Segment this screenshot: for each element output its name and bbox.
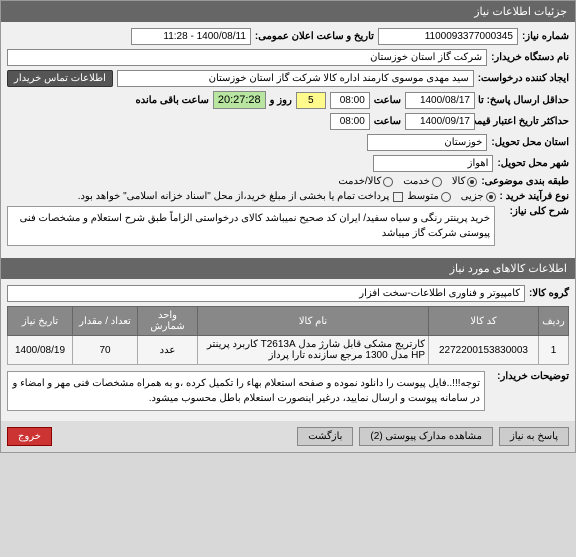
goods-table: ردیف کد کالا نام کالا واحد شمارش تعداد /… <box>7 306 569 365</box>
main-header: جزئیات اطلاعات نیاز <box>1 1 575 22</box>
form-area: شماره نیاز: 1100093377000345 تاریخ و ساع… <box>1 22 575 256</box>
header-title: جزئیات اطلاعات نیاز <box>474 6 567 18</box>
radio-minor-label: جزیی <box>461 191 484 202</box>
days-field: 5 <box>296 92 326 109</box>
th-qty: تعداد / مقدار <box>73 307 138 336</box>
radio-dot-both <box>383 177 393 187</box>
radio-dot-service <box>432 177 442 187</box>
row-requester: ایجاد کننده درخواست: سید مهدی موسوی کارم… <box>7 70 569 87</box>
row-buyer-notes: توضیحات خریدار: توجه!!!..فایل پیوست را د… <box>7 371 569 411</box>
buyer-org-label: نام دستگاه خریدار: <box>491 52 569 63</box>
requester-field: سید مهدی موسوی کارمند اداره کالا شرکت گا… <box>117 70 474 87</box>
valid-label: حداکثر تاریخ اعتبار قیمت: تا تاریخ: <box>479 116 569 127</box>
city-label: شهر محل تحویل: <box>497 158 569 169</box>
row-need-no: شماره نیاز: 1100093377000345 تاریخ و ساع… <box>7 28 569 45</box>
footer-buttons: پاسخ به نیاز مشاهده مدارک پیوستی (2) باز… <box>1 421 575 452</box>
hour-label-2: ساعت <box>374 116 401 127</box>
buyer-notes-label: توضیحات خریدار: <box>489 371 569 382</box>
need-no-label: شماره نیاز: <box>522 31 569 42</box>
row-buyer-org: نام دستگاه خریدار: شرکت گاز استان خوزستا… <box>7 49 569 66</box>
buyer-org-field: شرکت گاز استان خوزستان <box>7 49 487 66</box>
radio-dot-medium <box>441 192 451 202</box>
row-group: گروه کالا: کامپیوتر و فناوری اطلاعات-سخت… <box>7 285 569 302</box>
goods-section-header: اطلاعات کالاهای مورد نیاز <box>1 258 575 279</box>
attachments-button[interactable]: مشاهده مدارک پیوستی (2) <box>359 427 493 446</box>
radio-medium-label: متوسط <box>407 191 438 202</box>
row-city: شهر محل تحویل: اهواز <box>7 155 569 172</box>
valid-date-field: 1400/09/17 <box>405 113 475 130</box>
group-label: گروه کالا: <box>529 288 569 299</box>
td-unit: عدد <box>138 336 198 365</box>
contact-button[interactable]: اطلاعات تماس خریدار <box>7 70 113 87</box>
radio-service[interactable]: خدمت <box>403 176 442 187</box>
table-header-row: ردیف کد کالا نام کالا واحد شمارش تعداد /… <box>8 307 569 336</box>
hour-label-1: ساعت <box>374 95 401 106</box>
th-date: تاریخ نیاز <box>8 307 73 336</box>
goods-section-title: اطلاعات کالاهای مورد نیاز <box>450 263 567 275</box>
category-label: طبقه بندی موضوعی: <box>481 176 569 187</box>
row-valid: حداکثر تاریخ اعتبار قیمت: تا تاریخ: 1400… <box>7 113 569 130</box>
days-label: روز و <box>270 95 292 106</box>
deadline-date-field: 1400/08/17 <box>405 92 475 109</box>
td-code: 2272200153830003 <box>429 336 539 365</box>
payment-checkbox[interactable] <box>393 192 403 202</box>
footer-spacer <box>58 427 291 446</box>
public-date-field: 1400/08/11 - 11:28 <box>131 28 251 45</box>
payment-note: پرداخت تمام یا بخشی از مبلغ خرید،از محل … <box>78 191 390 202</box>
row-province: استان محل تحویل: خوزستان <box>7 134 569 151</box>
td-name: کارتریج مشکی قابل شارژ مدل T2613A کاربرد… <box>198 336 429 365</box>
radio-goods[interactable]: کالا <box>452 176 478 187</box>
group-field: کامپیوتر و فناوری اطلاعات-سخت افزار <box>7 285 525 302</box>
reply-button[interactable]: پاسخ به نیاز <box>499 427 569 446</box>
radio-dot-minor <box>486 192 496 202</box>
province-field: خوزستان <box>367 134 487 151</box>
row-description: شرح کلی نیاز: خرید پرینتر رنگی و سیاه سف… <box>7 206 569 246</box>
row-deadline: حداقل ارسال پاسخ: تا تاریخ: 1400/08/17 س… <box>7 91 569 109</box>
th-code: کد کالا <box>429 307 539 336</box>
process-label: نوع فرآیند خرید : <box>500 191 569 202</box>
th-index: ردیف <box>539 307 569 336</box>
remain-label: ساعت باقی مانده <box>135 95 208 106</box>
radio-goods-label: کالا <box>452 176 466 187</box>
th-unit: واحد شمارش <box>138 307 198 336</box>
category-radio-group: کالا خدمت کالا/خدمت <box>338 176 477 187</box>
table-row[interactable]: 1 2272200153830003 کارتریج مشکی قابل شار… <box>8 336 569 365</box>
td-date: 1400/08/19 <box>8 336 73 365</box>
desc-label: شرح کلی نیاز: <box>499 206 569 217</box>
radio-both-label: کالا/خدمت <box>338 176 381 187</box>
desc-box: خرید پرینتر رنگی و سیاه سفید/ ایران کد ص… <box>7 206 495 246</box>
countdown-field: 20:27:28 <box>213 91 266 109</box>
radio-minor[interactable]: جزیی <box>461 191 496 202</box>
deadline-label: حداقل ارسال پاسخ: تا تاریخ: <box>479 95 569 106</box>
radio-both[interactable]: کالا/خدمت <box>338 176 393 187</box>
province-label: استان محل تحویل: <box>491 137 569 148</box>
close-button[interactable]: خروج <box>7 427 52 446</box>
goods-area: گروه کالا: کامپیوتر و فناوری اطلاعات-سخت… <box>1 279 575 421</box>
requester-label: ایجاد کننده درخواست: <box>478 73 569 84</box>
page-container: جزئیات اطلاعات نیاز شماره نیاز: 11000933… <box>0 0 576 453</box>
city-field: اهواز <box>373 155 493 172</box>
row-category: طبقه بندی موضوعی: کالا خدمت کالا/خدمت <box>7 176 569 187</box>
deadline-hour-field: 08:00 <box>330 92 370 109</box>
th-name: نام کالا <box>198 307 429 336</box>
buyer-notes-box: توجه!!!..فایل پیوست را دانلود نموده و صف… <box>7 371 485 411</box>
need-no-field: 1100093377000345 <box>378 28 518 45</box>
row-process: نوع فرآیند خرید : جزیی متوسط پرداخت تمام… <box>7 191 569 202</box>
td-index: 1 <box>539 336 569 365</box>
process-radio-group: جزیی متوسط <box>407 191 495 202</box>
valid-hour-field: 08:00 <box>330 113 370 130</box>
back-button[interactable]: بازگشت <box>297 427 353 446</box>
public-date-label: تاریخ و ساعت اعلان عمومی: <box>255 31 374 42</box>
radio-medium[interactable]: متوسط <box>407 191 450 202</box>
radio-dot-goods <box>467 177 477 187</box>
td-qty: 70 <box>73 336 138 365</box>
radio-service-label: خدمت <box>403 176 430 187</box>
